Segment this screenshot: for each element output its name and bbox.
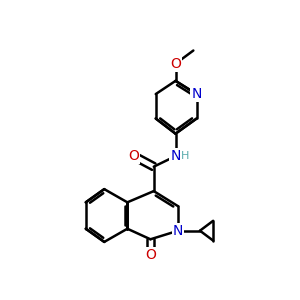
Text: O: O <box>128 149 140 163</box>
Text: N: N <box>173 224 183 238</box>
Text: N: N <box>191 87 202 101</box>
Text: N: N <box>170 149 181 163</box>
Text: O: O <box>145 248 156 262</box>
Text: H: H <box>181 151 189 161</box>
Text: O: O <box>170 57 181 71</box>
